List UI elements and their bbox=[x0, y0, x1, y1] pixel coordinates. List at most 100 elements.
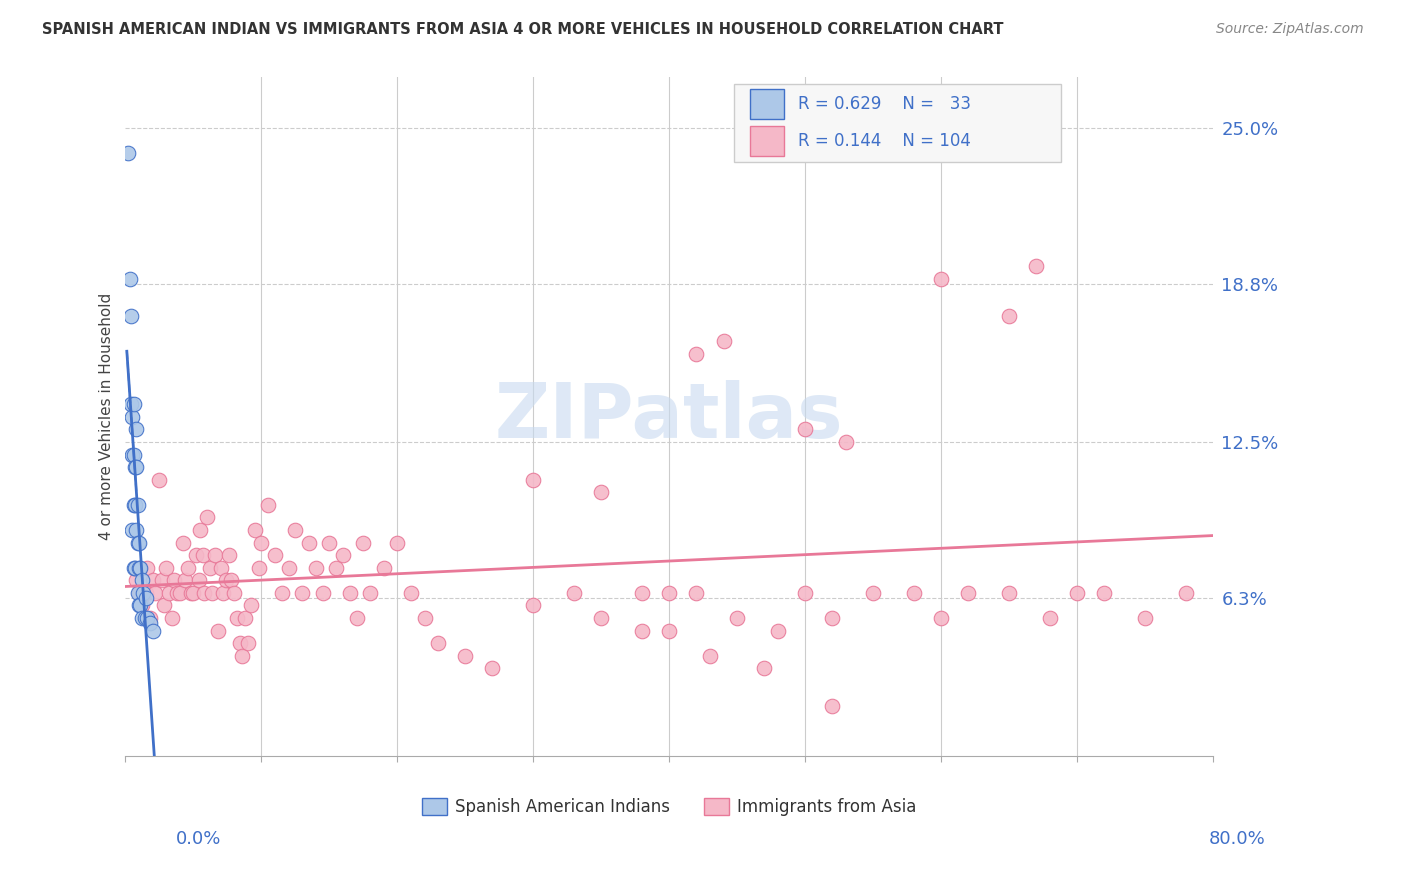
Point bbox=[169, 586, 191, 600]
Point bbox=[231, 648, 253, 663]
Text: 0.0%: 0.0% bbox=[176, 830, 221, 847]
Point bbox=[160, 611, 183, 625]
Point bbox=[128, 535, 150, 549]
Point bbox=[193, 586, 215, 600]
Point bbox=[481, 661, 503, 675]
Point bbox=[591, 485, 613, 500]
Point bbox=[359, 586, 381, 600]
Point bbox=[186, 548, 208, 562]
Point bbox=[142, 624, 165, 638]
Point bbox=[835, 435, 858, 450]
Point bbox=[128, 560, 150, 574]
Point bbox=[124, 560, 146, 574]
Point bbox=[699, 648, 721, 663]
Point bbox=[204, 548, 226, 562]
Point bbox=[120, 310, 142, 324]
Point bbox=[903, 586, 925, 600]
Point bbox=[1039, 611, 1062, 625]
Point bbox=[522, 473, 544, 487]
Point bbox=[135, 586, 157, 600]
Point bbox=[198, 560, 221, 574]
Point bbox=[191, 548, 214, 562]
Point bbox=[1025, 259, 1047, 273]
Point bbox=[236, 636, 259, 650]
Point bbox=[174, 574, 197, 588]
Point bbox=[121, 448, 143, 462]
Point bbox=[218, 548, 240, 562]
Point bbox=[998, 586, 1021, 600]
Point bbox=[1174, 586, 1197, 600]
Point bbox=[332, 548, 354, 562]
Point bbox=[125, 574, 148, 588]
Y-axis label: 4 or more Vehicles in Household: 4 or more Vehicles in Household bbox=[100, 293, 114, 541]
Point bbox=[127, 586, 149, 600]
Point bbox=[166, 586, 188, 600]
Point bbox=[352, 535, 374, 549]
Point bbox=[122, 560, 145, 574]
Point bbox=[157, 586, 180, 600]
Text: R = 0.629    N =   33: R = 0.629 N = 33 bbox=[797, 95, 970, 113]
Point bbox=[129, 599, 152, 613]
FancyBboxPatch shape bbox=[749, 89, 785, 120]
Point bbox=[125, 460, 148, 475]
Point bbox=[766, 624, 789, 638]
Point bbox=[725, 611, 748, 625]
Point bbox=[957, 586, 980, 600]
Point bbox=[117, 145, 139, 160]
Point bbox=[122, 498, 145, 512]
Point bbox=[124, 498, 146, 512]
Point bbox=[713, 334, 735, 349]
Legend: Spanish American Indians, Immigrants from Asia: Spanish American Indians, Immigrants fro… bbox=[415, 791, 924, 822]
Point bbox=[125, 422, 148, 436]
Point bbox=[373, 560, 395, 574]
Point bbox=[195, 510, 218, 524]
Point bbox=[591, 611, 613, 625]
Point bbox=[1133, 611, 1156, 625]
Text: ZIPatlas: ZIPatlas bbox=[495, 380, 844, 454]
Point bbox=[239, 599, 262, 613]
Point bbox=[298, 535, 321, 549]
Point bbox=[454, 648, 477, 663]
Point bbox=[247, 560, 270, 574]
Point bbox=[562, 586, 585, 600]
Point bbox=[131, 599, 153, 613]
Point bbox=[685, 347, 707, 361]
Point bbox=[221, 574, 243, 588]
Point bbox=[135, 591, 157, 605]
Point bbox=[685, 586, 707, 600]
Point bbox=[233, 611, 256, 625]
Point bbox=[125, 523, 148, 537]
Point bbox=[183, 586, 205, 600]
Point bbox=[413, 611, 436, 625]
Point bbox=[346, 611, 368, 625]
Point bbox=[148, 473, 170, 487]
Point bbox=[224, 586, 246, 600]
Point bbox=[122, 448, 145, 462]
Text: Source: ZipAtlas.com: Source: ZipAtlas.com bbox=[1216, 22, 1364, 37]
Point bbox=[794, 422, 817, 436]
Point bbox=[127, 498, 149, 512]
Point bbox=[1066, 586, 1088, 600]
Point bbox=[150, 574, 173, 588]
Point bbox=[658, 624, 681, 638]
Point bbox=[188, 523, 211, 537]
Point bbox=[152, 599, 174, 613]
Point bbox=[118, 271, 141, 285]
Point bbox=[318, 535, 340, 549]
Point bbox=[128, 599, 150, 613]
Point bbox=[207, 624, 229, 638]
Point bbox=[862, 586, 884, 600]
Point bbox=[131, 611, 153, 625]
Point bbox=[311, 586, 333, 600]
Point bbox=[180, 586, 202, 600]
Point bbox=[201, 586, 224, 600]
Point bbox=[658, 586, 681, 600]
Point bbox=[163, 574, 186, 588]
Point bbox=[257, 498, 280, 512]
Text: 80.0%: 80.0% bbox=[1209, 830, 1265, 847]
Point bbox=[250, 535, 273, 549]
Point bbox=[821, 611, 844, 625]
Point bbox=[129, 560, 152, 574]
Point bbox=[136, 611, 159, 625]
Point bbox=[325, 560, 347, 574]
